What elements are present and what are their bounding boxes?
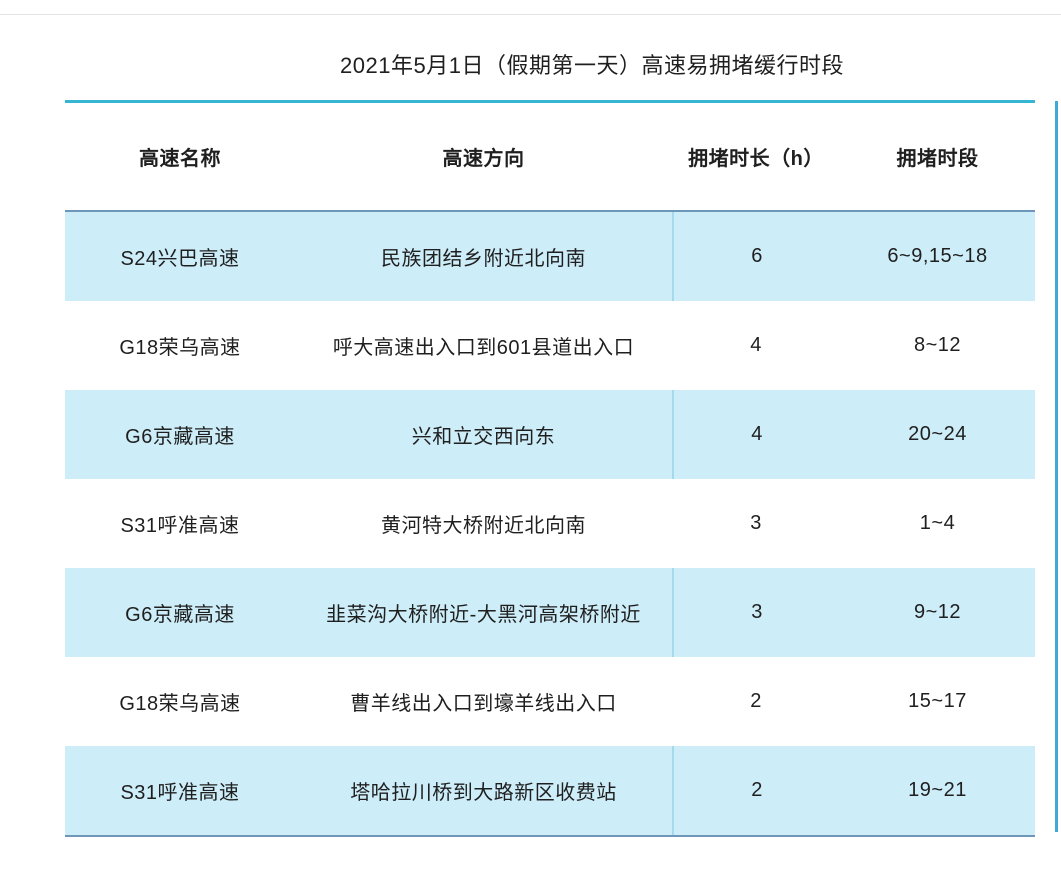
table-header-row: 高速名称 高速方向 拥堵时长（h） 拥堵时段: [65, 103, 1035, 212]
direction-cell: 曹羊线出入口到壕羊线出入口: [350, 693, 617, 715]
direction-cell: 民族团结乡附近北向南: [381, 248, 586, 270]
table-row: G6京藏高速 兴和立交西向东 4 20~24: [65, 390, 1035, 479]
right-accent-line: [1055, 101, 1058, 832]
duration-cell: 2: [750, 690, 762, 712]
highway-name-cell: G18荣乌高速: [119, 693, 241, 715]
header-direction: 高速方向: [442, 148, 525, 170]
highway-name-cell: G6京藏高速: [125, 604, 235, 626]
top-divider-line: [0, 14, 1061, 15]
period-cell: 8~12: [913, 334, 962, 356]
direction-cell: 韭菜沟大桥附近-大黑河高架桥附近: [326, 604, 641, 626]
highway-name-cell: S31呼准高速: [120, 515, 240, 537]
period-cell: 9~12: [913, 601, 962, 623]
header-highway-name: 高速名称: [139, 148, 221, 170]
direction-cell: 呼大高速出入口到601县道出入口: [332, 337, 635, 359]
duration-cell: 4: [750, 334, 762, 356]
highway-name-cell: G6京藏高速: [125, 426, 235, 448]
table-row: G18荣乌高速 曹羊线出入口到壕羊线出入口 2 15~17: [65, 657, 1035, 746]
direction-cell: 塔哈拉川桥到大路新区收费站: [350, 782, 617, 804]
highway-name-cell: G18荣乌高速: [119, 337, 241, 359]
header-period: 拥堵时段: [896, 148, 979, 170]
congestion-table: 高速名称 高速方向 拥堵时长（h） 拥堵时段 S24兴巴高速 民族团结乡附近北向南…: [65, 100, 1035, 837]
duration-cell: 3: [750, 512, 762, 534]
duration-cell: 2: [672, 746, 840, 835]
page-title: 2021年5月1日（假期第一天）高速易拥堵缓行时段: [340, 53, 844, 78]
table-row: G18荣乌高速 呼大高速出入口到601县道出入口 4 8~12: [65, 301, 1035, 390]
table-row: S31呼准高速 塔哈拉川桥到大路新区收费站 2 19~21: [65, 746, 1035, 835]
duration-cell: 3: [672, 568, 840, 657]
table-body: S24兴巴高速 民族团结乡附近北向南 6 6~9,15~18 G18荣乌高速 呼大高速出入…: [65, 212, 1035, 835]
direction-cell: 黄河特大桥附近北向南: [381, 515, 586, 537]
period-cell: 1~4: [919, 512, 956, 534]
table-row: G6京藏高速 韭菜沟大桥附近-大黑河高架桥附近 3 9~12: [65, 568, 1035, 657]
duration-cell: 6: [672, 212, 840, 301]
period-cell: 15~17: [908, 690, 967, 712]
header-duration: 拥堵时长（h）: [688, 148, 824, 170]
period-cell: 6~9,15~18: [887, 245, 988, 267]
highway-name-cell: S31呼准高速: [120, 782, 240, 804]
table-row: S31呼准高速 黄河特大桥附近北向南 3 1~4: [65, 479, 1035, 568]
direction-cell: 兴和立交西向东: [411, 426, 556, 448]
period-cell: 20~24: [908, 423, 967, 445]
duration-cell: 4: [672, 390, 840, 479]
table-row: S24兴巴高速 民族团结乡附近北向南 6 6~9,15~18: [65, 212, 1035, 301]
period-cell: 19~21: [908, 779, 967, 801]
highway-name-cell: S24兴巴高速: [120, 248, 240, 270]
